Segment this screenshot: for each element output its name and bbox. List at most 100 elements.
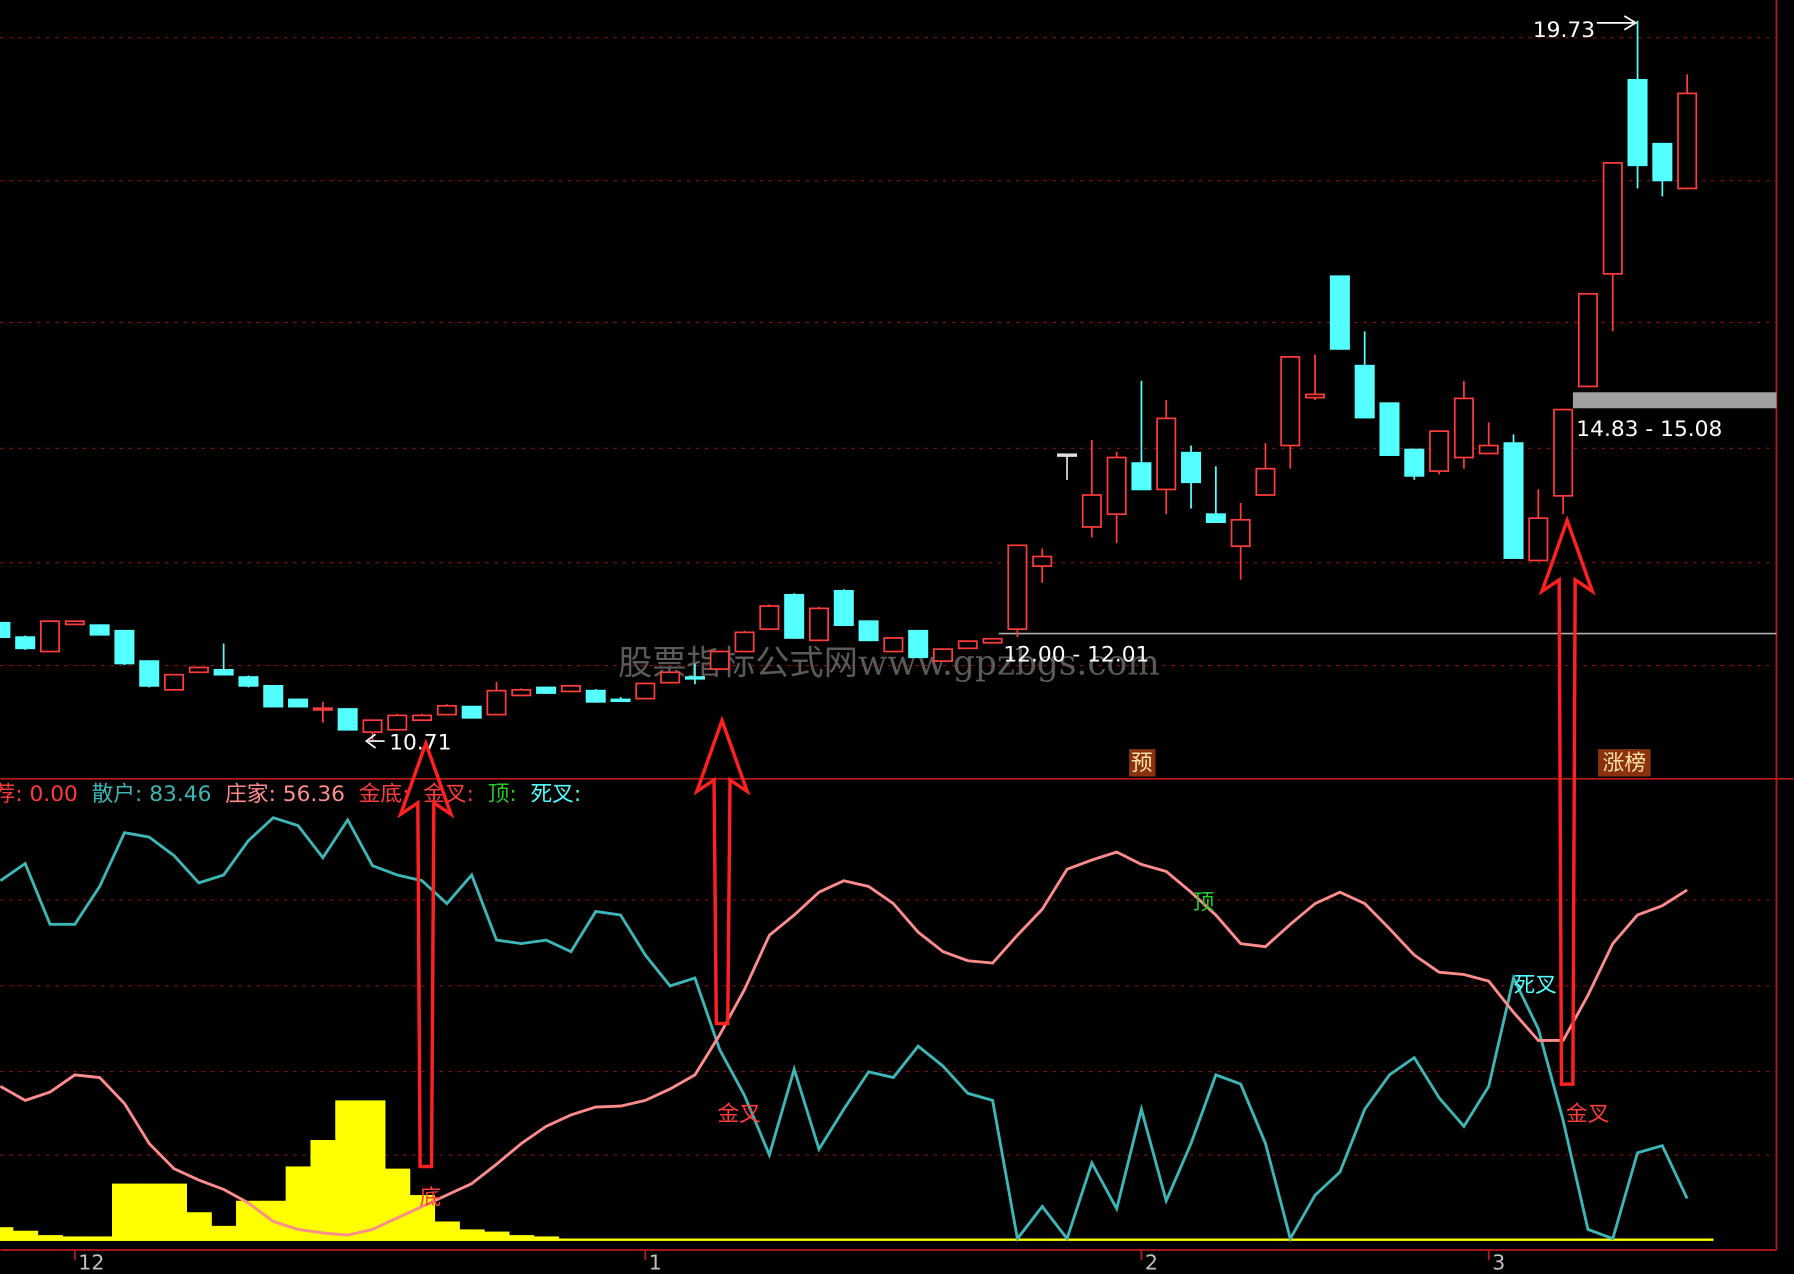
candle-body <box>312 707 333 711</box>
signal-arrow <box>1538 515 1596 1086</box>
bar <box>459 1229 485 1241</box>
bar <box>211 1225 237 1241</box>
candle-body <box>511 688 532 697</box>
candle-body <box>709 650 730 670</box>
low-arrow <box>364 733 385 749</box>
candle-body <box>957 640 978 650</box>
indicator-line <box>0 816 1689 1243</box>
candle-body <box>734 631 755 653</box>
candle-body <box>1106 456 1127 516</box>
candle-body <box>337 708 358 731</box>
candle-body <box>89 624 110 636</box>
line-label: 12.00 - 12.01 <box>1003 642 1149 667</box>
bar <box>508 1235 535 1241</box>
candle-body <box>883 637 904 653</box>
candle-body <box>585 689 606 703</box>
candle-body <box>1404 448 1425 477</box>
candle-body <box>461 705 482 719</box>
candles <box>0 20 1698 741</box>
tag-box <box>1598 749 1651 777</box>
tag-box <box>1129 749 1156 777</box>
candle-body <box>536 686 557 694</box>
candle-body <box>1627 78 1648 167</box>
candle-body <box>759 605 780 631</box>
candle-body <box>560 684 581 693</box>
candle-body <box>1553 408 1574 497</box>
candle-body <box>1305 393 1326 399</box>
arrows <box>397 515 1596 1169</box>
candle-body <box>188 666 209 674</box>
bar <box>384 1168 411 1241</box>
candle-body <box>1255 467 1276 496</box>
bar <box>335 1100 361 1241</box>
x-tick-label: 1 <box>649 1251 662 1274</box>
indicator <box>0 816 1714 1243</box>
signal-arrow <box>693 715 751 1026</box>
candle-body <box>932 648 954 662</box>
high-arrow <box>1596 15 1638 31</box>
tag: 涨榜 <box>1603 751 1646 776</box>
band-label: 14.83 - 15.08 <box>1576 417 1722 442</box>
bar <box>136 1183 163 1241</box>
candle-body <box>238 676 259 687</box>
candle-body <box>982 637 1003 644</box>
bar <box>434 1221 460 1241</box>
price-band <box>1572 392 1777 409</box>
signal-label: 金叉 <box>1566 1102 1609 1127</box>
signal-arrow <box>397 738 455 1169</box>
candle-body <box>1205 513 1226 524</box>
bar <box>310 1140 336 1241</box>
candle-body <box>858 620 879 642</box>
candle-body <box>1652 142 1673 182</box>
signal-label: 金叉 <box>717 1102 760 1127</box>
candle-body <box>660 671 681 684</box>
candle-body <box>1081 494 1102 528</box>
candle-body <box>808 607 829 642</box>
candle-body <box>114 629 135 665</box>
candle-body <box>1131 462 1152 491</box>
bar <box>0 1227 14 1241</box>
legend-entry: 死叉: <box>530 782 581 807</box>
candle-body <box>1503 442 1524 559</box>
candle-body <box>436 704 457 716</box>
candle-body <box>40 620 61 653</box>
tag: 预 <box>1131 751 1153 776</box>
candle-body <box>1577 292 1598 388</box>
candle-body <box>1677 92 1698 190</box>
bar <box>112 1183 138 1241</box>
candle-body <box>1230 518 1251 547</box>
bar <box>484 1231 510 1241</box>
candle-body <box>833 589 854 627</box>
candle-body <box>1156 417 1177 491</box>
candle-body <box>486 689 507 716</box>
candle-body <box>1602 162 1623 275</box>
candle-body <box>288 698 309 708</box>
candle-body <box>412 714 433 722</box>
candle-body <box>610 698 631 702</box>
candle-body <box>1453 397 1474 459</box>
candle-body <box>1329 275 1350 350</box>
bar <box>37 1235 63 1241</box>
candle-body <box>635 682 656 700</box>
candle-body <box>362 719 383 734</box>
candle-body <box>387 714 408 731</box>
x-tick-label: 3 <box>1492 1251 1505 1274</box>
candle-body <box>1354 364 1375 419</box>
high-label: 19.73 <box>1533 18 1595 43</box>
candle-body <box>1280 356 1301 447</box>
candle-body <box>213 669 234 676</box>
candle-body <box>1478 444 1499 455</box>
candle-body <box>0 621 11 639</box>
candle-body <box>64 620 85 626</box>
candle-body <box>15 636 36 650</box>
candle-body <box>1057 453 1078 457</box>
candle-body <box>263 684 284 708</box>
candle-body <box>784 593 805 639</box>
legend-entry: 庄家: 56.36 <box>225 782 345 807</box>
legend-entry: 顶: <box>488 782 517 807</box>
signal-label: 顶 <box>1193 890 1215 915</box>
legend-entry: 散户: 83.46 <box>92 782 212 807</box>
signal-label: 死叉 <box>1513 973 1556 998</box>
